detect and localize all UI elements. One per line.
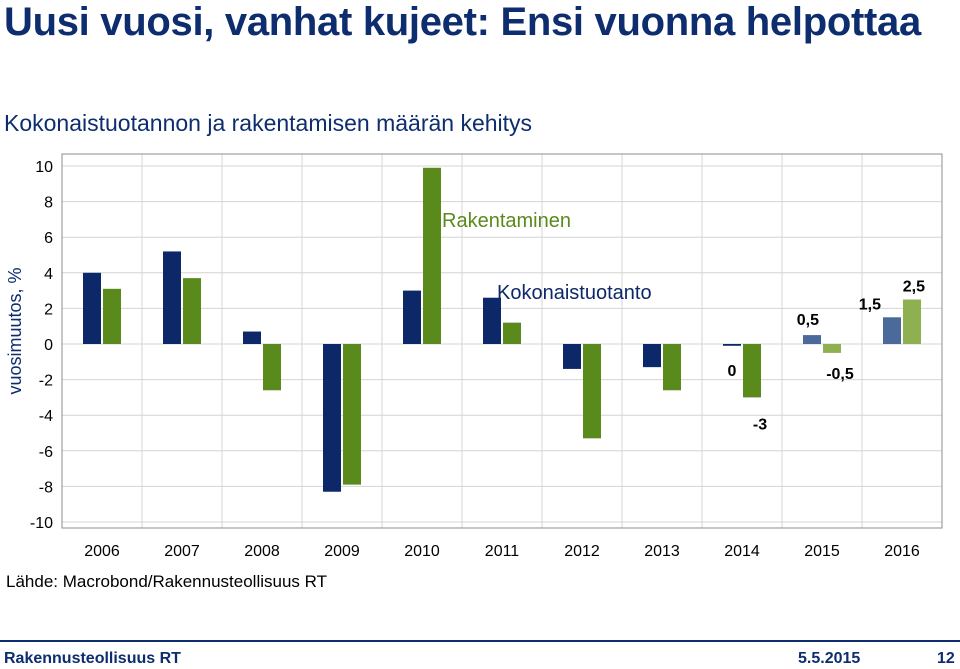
bar-rakentaminen-2016 xyxy=(903,299,921,344)
series-label-kokonaistuotanto: Kokonaistuotanto xyxy=(497,282,652,304)
bar-rakentaminen-2006 xyxy=(103,288,121,344)
data-label: -0,5 xyxy=(826,366,854,383)
bar-rakentaminen-2013 xyxy=(663,344,681,391)
bar-rakentaminen-2012 xyxy=(583,344,601,439)
series-label-rakentaminen: Rakentaminen xyxy=(442,210,571,232)
data-label: -3 xyxy=(753,416,767,433)
x-tick-label: 2011 xyxy=(485,543,520,560)
bar-rakentaminen-2008 xyxy=(263,344,281,391)
bar-rakentaminen-2015 xyxy=(823,344,841,353)
footer-divider xyxy=(0,640,960,642)
y-tick-label: 6 xyxy=(44,230,53,247)
x-tick-label: 2012 xyxy=(564,543,600,560)
x-tick-label: 2013 xyxy=(644,543,680,560)
data-labels: 0 -3 0,5 -0,5 1,5 2,5 xyxy=(728,279,926,434)
bar-rakentaminen-2010 xyxy=(423,167,441,344)
y-tick-label: 4 xyxy=(44,266,53,283)
bar-kokonaistuotanto-2016 xyxy=(883,317,901,344)
plot-frame xyxy=(61,153,943,529)
x-tick-label: 2010 xyxy=(404,543,440,560)
y-tick-label: -8 xyxy=(39,479,53,496)
x-tick-label: 2007 xyxy=(164,543,200,560)
y-tick-label: -6 xyxy=(39,444,53,461)
bar-kokonaistuotanto-2008 xyxy=(243,331,261,344)
page-number: 12 xyxy=(937,650,955,667)
footer-organization: Rakennusteollisuus RT xyxy=(4,650,181,667)
x-tick-labels: 2006 2007 2008 2009 2010 2011 2012 2013 2014 2015… xyxy=(84,543,920,560)
bar-kokonaistuotanto-2010 xyxy=(403,290,421,344)
x-tick-label: 2015 xyxy=(804,543,840,560)
slide-title: Uusi vuosi, vanhat kujeet: Ensi vuonna h… xyxy=(4,0,921,44)
bar-kokonaistuotanto-2015 xyxy=(803,335,821,344)
data-label: 1,5 xyxy=(859,296,881,313)
data-label: 0 xyxy=(728,363,737,380)
bar-kokonaistuotanto-2013 xyxy=(643,344,661,368)
bar-rakentaminen-2007 xyxy=(183,278,201,344)
bar-kokonaistuotanto-2014 xyxy=(723,344,741,346)
source-note: Lähde: Macrobond/Rakennusteollisuus RT xyxy=(6,572,327,591)
grid-layer xyxy=(62,154,942,528)
y-tick-label: -10 xyxy=(30,515,53,532)
y-tick-label: -4 xyxy=(39,408,53,425)
bar-kokonaistuotanto-2012 xyxy=(563,344,581,369)
y-tick-label: 10 xyxy=(35,159,53,176)
bar-kokonaistuotanto-2011 xyxy=(483,297,501,344)
bar-kokonaistuotanto-2006 xyxy=(83,272,101,344)
y-tick-label: 2 xyxy=(44,301,53,318)
y-tick-label: -2 xyxy=(39,373,53,390)
x-tick-label: 2009 xyxy=(324,543,360,560)
bar-rakentaminen-2011 xyxy=(503,322,521,344)
bar-kokonaistuotanto-2007 xyxy=(163,251,181,344)
data-label: 2,5 xyxy=(903,279,925,296)
x-tick-label: 2016 xyxy=(884,543,920,560)
y-tick-label: 8 xyxy=(44,195,53,212)
y-tick-label: 0 xyxy=(44,337,53,354)
bar-kokonaistuotanto-2009 xyxy=(323,344,341,492)
x-tick-label: 2008 xyxy=(244,543,280,560)
bars xyxy=(83,167,921,492)
footer-date: 5.5.2015 xyxy=(798,650,861,667)
data-label: 0,5 xyxy=(797,312,819,329)
y-tick-labels: 10 8 6 4 2 0 -2 -4 -6 -8 -10 xyxy=(30,159,53,532)
x-tick-label: 2014 xyxy=(724,543,760,560)
x-tick-label: 2006 xyxy=(84,543,120,560)
y-axis-label: vuosimuutos, % xyxy=(5,267,25,394)
bar-rakentaminen-2009 xyxy=(343,344,361,485)
chart-title: Kokonaistuotannon ja rakentamisen määrän… xyxy=(4,110,533,136)
bar-rakentaminen-2014 xyxy=(743,344,761,398)
